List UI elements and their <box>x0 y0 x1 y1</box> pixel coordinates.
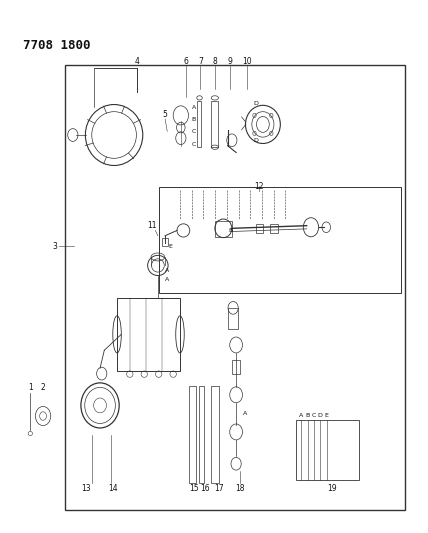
Text: 1: 1 <box>28 383 33 392</box>
Text: 2: 2 <box>41 383 45 392</box>
Text: 11: 11 <box>148 221 157 230</box>
Text: 10: 10 <box>242 57 252 66</box>
Text: A: A <box>165 268 169 273</box>
Text: D: D <box>253 138 258 143</box>
Text: A: A <box>191 105 196 110</box>
Text: 9: 9 <box>228 57 232 66</box>
Text: 4: 4 <box>135 57 140 66</box>
Text: D: D <box>318 413 323 418</box>
Text: 19: 19 <box>327 483 337 492</box>
Text: 6: 6 <box>184 57 189 66</box>
Bar <box>296 420 360 480</box>
Text: 18: 18 <box>235 483 245 492</box>
Text: B: B <box>306 413 310 418</box>
Bar <box>232 360 241 374</box>
Bar <box>211 386 219 483</box>
Text: A: A <box>299 413 303 418</box>
Text: A: A <box>243 411 247 416</box>
Text: B: B <box>191 117 196 122</box>
Text: B: B <box>228 228 232 233</box>
Bar <box>159 187 401 293</box>
Bar <box>211 101 218 147</box>
Text: D: D <box>253 101 258 106</box>
Bar <box>65 65 405 511</box>
Text: 8: 8 <box>212 57 217 66</box>
Bar <box>228 308 238 329</box>
Bar <box>215 221 232 237</box>
Text: C: C <box>312 413 316 418</box>
Bar <box>256 223 263 233</box>
Text: C: C <box>191 142 196 147</box>
Text: 7708 1800: 7708 1800 <box>23 38 90 52</box>
Text: 13: 13 <box>82 483 91 492</box>
Bar <box>199 386 204 483</box>
Text: 3: 3 <box>52 242 57 251</box>
Text: 16: 16 <box>201 483 210 492</box>
Text: 15: 15 <box>189 483 199 492</box>
Bar <box>189 386 196 483</box>
Bar <box>270 223 278 233</box>
Text: 7: 7 <box>198 57 203 66</box>
Text: 12: 12 <box>254 182 263 191</box>
Text: E: E <box>325 413 329 418</box>
Bar <box>197 101 201 147</box>
Text: A: A <box>165 277 169 282</box>
Text: C: C <box>191 129 196 134</box>
Text: 5: 5 <box>163 110 167 119</box>
Bar <box>117 298 180 372</box>
Bar <box>162 238 168 246</box>
Text: 17: 17 <box>214 483 224 492</box>
Text: 14: 14 <box>108 483 118 492</box>
Text: E: E <box>169 244 172 249</box>
